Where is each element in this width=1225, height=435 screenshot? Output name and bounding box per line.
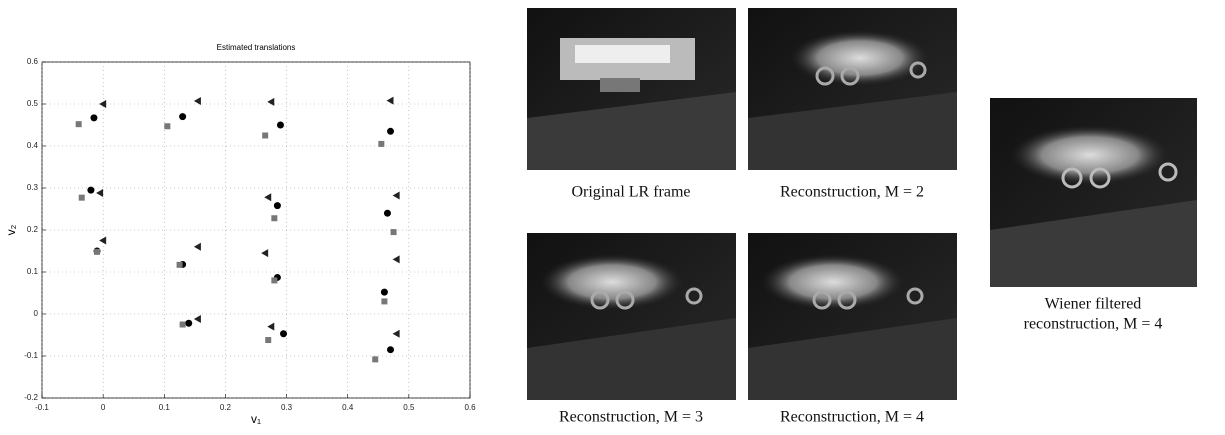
x-tick-label: 0.1 <box>159 403 171 412</box>
point <box>393 255 400 263</box>
x-tick-label: 0 <box>101 403 106 412</box>
point <box>387 97 394 105</box>
y-tick-label: -0.1 <box>24 351 38 360</box>
point <box>79 195 85 201</box>
x-tick-label: 0.6 <box>464 403 476 412</box>
y-tick-label: 0.2 <box>27 225 39 234</box>
caption: Original LR frame <box>571 184 690 201</box>
y-tick-label: 0.3 <box>27 183 39 192</box>
point <box>384 210 391 217</box>
caption: Wiener filtered <box>1045 296 1142 313</box>
x-tick-label: 0.2 <box>220 403 232 412</box>
image-m3 <box>527 233 736 400</box>
x-axis-label: v₁ <box>251 412 261 426</box>
point <box>271 215 277 221</box>
point <box>267 98 274 106</box>
y-tick-label: -0.2 <box>24 393 38 402</box>
x-tick-label: -0.1 <box>35 403 49 412</box>
point <box>267 323 274 331</box>
point <box>378 141 384 147</box>
y-tick-label: 0.1 <box>27 267 39 276</box>
point <box>96 189 103 197</box>
point <box>76 121 82 127</box>
point <box>265 337 271 343</box>
point <box>177 262 183 268</box>
point <box>391 229 397 235</box>
chart-title: Estimated translations <box>217 43 296 52</box>
point <box>194 315 201 323</box>
point <box>264 193 271 201</box>
point <box>179 113 186 120</box>
point <box>185 320 192 327</box>
point <box>381 289 388 296</box>
point <box>393 330 400 338</box>
y-tick-label: 0 <box>34 309 39 318</box>
y-tick-label: 0.4 <box>27 141 39 150</box>
caption: Reconstruction, M = 2 <box>780 184 924 201</box>
x-tick-label: 0.3 <box>281 403 293 412</box>
y-tick-label: 0.5 <box>27 99 39 108</box>
caption: reconstruction, M = 4 <box>1024 316 1163 333</box>
caption: Reconstruction, M = 4 <box>780 409 924 426</box>
image-panels: Original LR frame Reconstruction, M = 2 … <box>527 8 1197 426</box>
point <box>381 298 387 304</box>
point <box>194 243 201 251</box>
point <box>180 322 186 328</box>
point <box>90 114 97 121</box>
caption: Reconstruction, M = 3 <box>559 409 703 426</box>
point <box>99 237 106 245</box>
y-tick-label: 0.6 <box>27 57 39 66</box>
point <box>94 249 100 255</box>
figure: Estimated translations v₁ v₂ <box>0 0 1225 430</box>
point <box>261 249 268 257</box>
point <box>99 100 106 108</box>
point <box>393 192 400 200</box>
point <box>274 202 281 209</box>
point <box>372 356 378 362</box>
point <box>164 123 170 129</box>
page: {"chart_data": {"type": "scatter", "titl… <box>0 0 1225 430</box>
x-tick-label: 0.5 <box>403 403 415 412</box>
image-original <box>527 8 736 170</box>
image-m4 <box>748 233 957 400</box>
x-tick-label: 0.4 <box>342 403 354 412</box>
y-axis-label: v₂ <box>4 224 18 235</box>
point <box>277 122 284 129</box>
point <box>387 346 394 353</box>
point <box>387 128 394 135</box>
point <box>87 187 94 194</box>
point <box>280 330 287 337</box>
point <box>262 133 268 139</box>
image-m2 <box>748 8 957 170</box>
image-wiener <box>990 98 1197 287</box>
point <box>271 277 277 283</box>
